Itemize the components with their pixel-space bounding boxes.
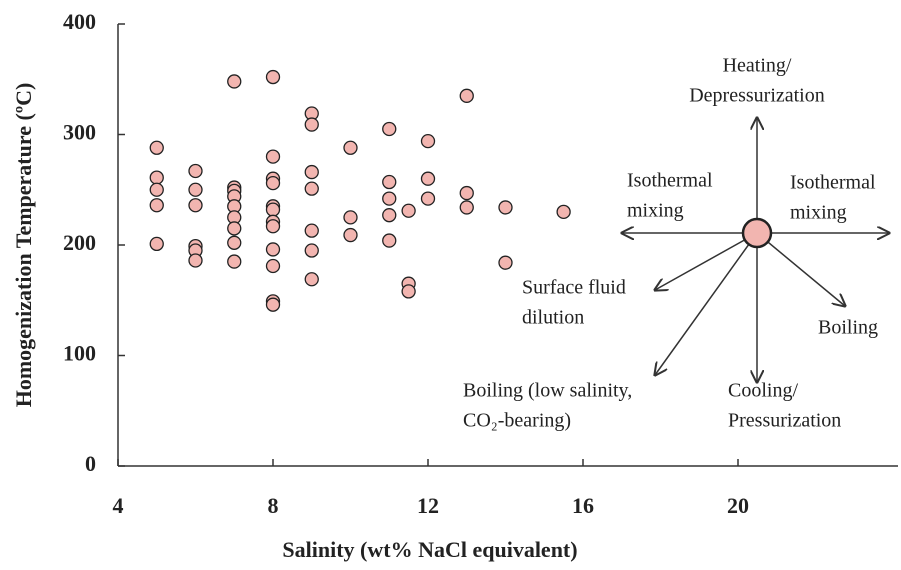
point bbox=[382, 233, 397, 248]
point bbox=[343, 227, 358, 243]
point bbox=[382, 174, 397, 190]
origin-marker bbox=[741, 217, 773, 249]
annotation: mixing bbox=[627, 200, 684, 222]
x-tick-label: 12 bbox=[417, 493, 439, 518]
point bbox=[556, 204, 571, 220]
annotation: Isothermal bbox=[627, 170, 713, 192]
point bbox=[459, 185, 474, 201]
point bbox=[265, 242, 281, 257]
point bbox=[188, 253, 203, 268]
point bbox=[459, 200, 474, 215]
annotation: Boiling bbox=[818, 317, 878, 339]
point bbox=[265, 149, 281, 164]
point bbox=[188, 163, 203, 179]
point bbox=[188, 198, 203, 213]
y-tick-label: 400 bbox=[63, 9, 96, 34]
point bbox=[149, 140, 164, 155]
point bbox=[343, 210, 358, 225]
arrow bbox=[655, 232, 758, 375]
point bbox=[149, 170, 164, 185]
annotation: CO₂-bearing) bbox=[463, 410, 571, 432]
point bbox=[420, 191, 436, 206]
point bbox=[227, 74, 242, 89]
annotation: Isothermal bbox=[790, 172, 876, 194]
point bbox=[498, 200, 513, 215]
point bbox=[304, 117, 319, 132]
point bbox=[401, 284, 416, 299]
point bbox=[188, 182, 203, 197]
point bbox=[304, 272, 319, 287]
point bbox=[265, 297, 281, 312]
point bbox=[265, 202, 281, 217]
point bbox=[382, 121, 397, 137]
annotation: Depressurization bbox=[689, 85, 825, 107]
annotation: Heating/ bbox=[723, 55, 792, 77]
annotation: Pressurization bbox=[728, 410, 841, 432]
point bbox=[304, 181, 319, 196]
point bbox=[227, 235, 242, 250]
point bbox=[382, 191, 397, 206]
annotation: dilution bbox=[522, 307, 584, 329]
y-tick-label: 300 bbox=[63, 120, 96, 145]
point bbox=[498, 255, 513, 270]
point bbox=[149, 182, 164, 197]
point bbox=[459, 88, 474, 103]
point bbox=[265, 69, 281, 85]
point bbox=[265, 175, 281, 191]
point bbox=[227, 221, 242, 236]
annotation: Surface fluid bbox=[522, 277, 626, 299]
arrow bbox=[655, 232, 758, 290]
point bbox=[401, 203, 416, 218]
point bbox=[382, 208, 397, 223]
x-tick-label: 16 bbox=[572, 493, 594, 518]
point bbox=[304, 223, 319, 238]
arrow bbox=[756, 232, 845, 306]
annotation: Boiling (low salinity, bbox=[463, 380, 632, 402]
annotation: mixing bbox=[790, 202, 847, 224]
y-axis-label: Homogenization Temperature (ºC) bbox=[11, 83, 36, 408]
point bbox=[420, 133, 436, 149]
y-tick-label: 100 bbox=[63, 341, 96, 366]
y-tick-label: 0 bbox=[85, 451, 96, 476]
point bbox=[149, 236, 164, 252]
point bbox=[149, 198, 164, 213]
x-tick-label: 8 bbox=[268, 493, 279, 518]
point bbox=[227, 254, 242, 269]
x-tick-label: 4 bbox=[113, 493, 124, 518]
point bbox=[265, 258, 281, 274]
point bbox=[304, 164, 319, 180]
y-tick-label: 200 bbox=[63, 230, 96, 255]
point bbox=[343, 140, 358, 155]
point bbox=[304, 243, 319, 258]
point bbox=[265, 219, 281, 234]
x-tick-label: 20 bbox=[727, 493, 749, 518]
point bbox=[420, 171, 436, 186]
x-axis-label: Salinity (wt% NaCl equivalent) bbox=[282, 537, 577, 562]
annotation: Cooling/ bbox=[728, 380, 798, 402]
